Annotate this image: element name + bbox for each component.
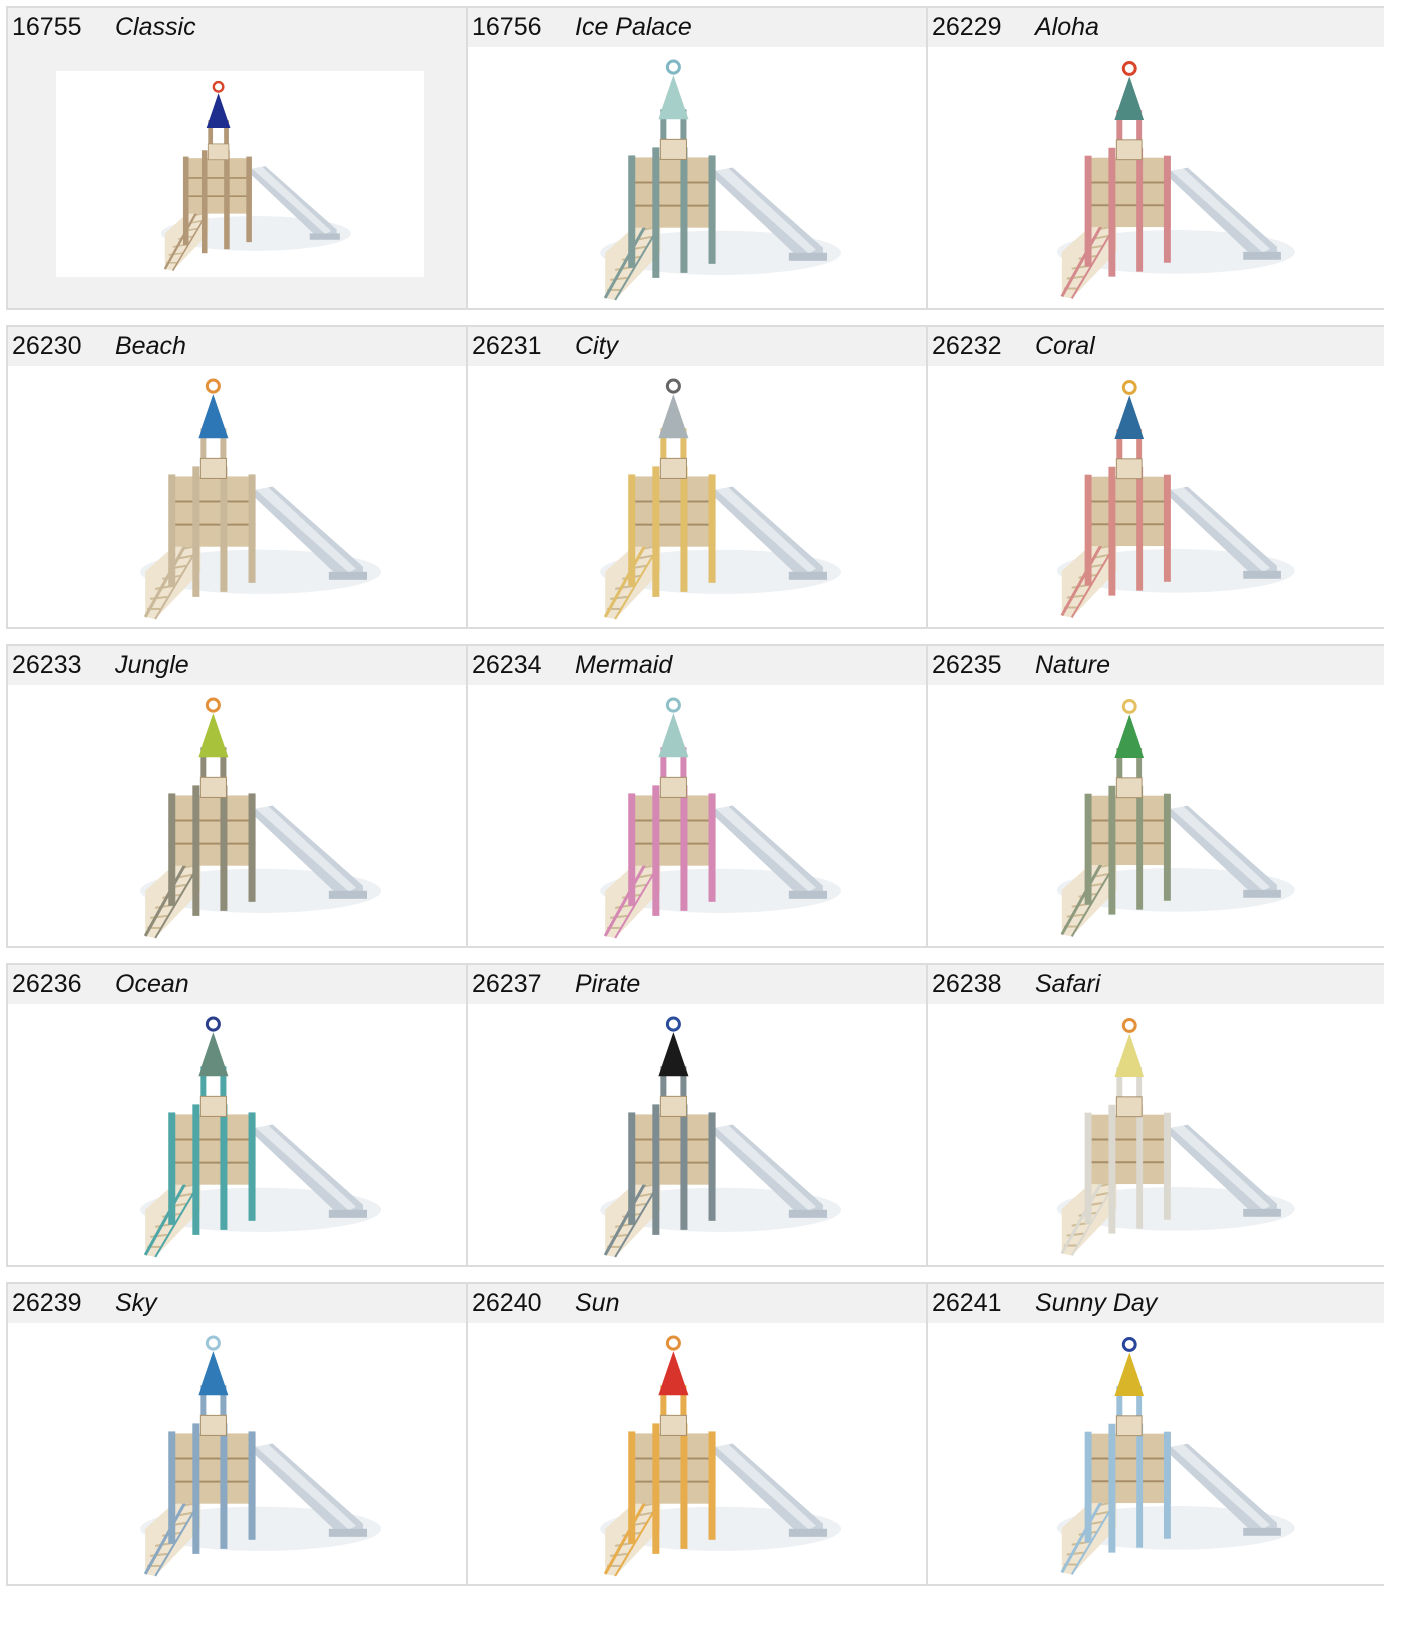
product-code: 26234: [472, 651, 542, 679]
product-header: 26235 Nature: [928, 646, 1384, 685]
product-card-26239[interactable]: 26239 Sky: [6, 1282, 475, 1586]
product-name: Ice Palace: [575, 13, 692, 41]
product-name: Ocean: [115, 970, 189, 998]
product-code: 26239: [12, 1289, 82, 1317]
product-image[interactable]: [928, 366, 1384, 627]
product-image[interactable]: [468, 1004, 933, 1265]
product-image[interactable]: [468, 47, 933, 308]
playground-tower-illustration: [600, 59, 842, 301]
product-name: Safari: [1035, 970, 1101, 998]
product-name: Coral: [1035, 332, 1095, 360]
product-image[interactable]: [928, 47, 1384, 308]
product-header: 26241 Sunny Day: [928, 1284, 1384, 1323]
product-code: 16756: [472, 13, 542, 41]
product-image[interactable]: [8, 1323, 473, 1584]
product-image[interactable]: [468, 685, 933, 946]
product-code: 26238: [932, 970, 1002, 998]
playground-tower-illustration: [600, 1016, 842, 1258]
product-card-26241[interactable]: 26241 Sunny Day: [926, 1282, 1384, 1586]
product-card-26238[interactable]: 26238 Safari: [926, 963, 1384, 1267]
product-image[interactable]: [8, 366, 473, 627]
product-image[interactable]: [928, 1323, 1384, 1584]
product-code: 26229: [932, 13, 1002, 41]
playground-tower-illustration: [1056, 1018, 1295, 1256]
product-header: 26240 Sun: [468, 1284, 933, 1323]
playground-tower-illustration: [140, 378, 382, 620]
product-name: Beach: [115, 332, 186, 360]
product-code: 16755: [12, 13, 82, 41]
product-header: 16755 Classic: [8, 8, 473, 47]
product-header: 26239 Sky: [8, 1284, 473, 1323]
playground-tower-illustration: [600, 378, 842, 620]
playground-tower-illustration: [1056, 699, 1295, 937]
playground-tower-illustration: [1056, 1337, 1295, 1575]
product-card-26231[interactable]: 26231 City: [466, 325, 935, 629]
product-name: Sky: [115, 1289, 157, 1317]
product-name: Classic: [115, 13, 196, 41]
product-code: 26233: [12, 651, 82, 679]
product-header: 26238 Safari: [928, 965, 1384, 1004]
playground-tower-illustration: [1056, 380, 1295, 618]
product-image[interactable]: [8, 47, 473, 308]
product-image[interactable]: [8, 685, 473, 946]
product-code: 26237: [472, 970, 542, 998]
product-name: Aloha: [1035, 13, 1099, 41]
playground-tower-illustration: [600, 1335, 842, 1577]
product-image[interactable]: [928, 685, 1384, 946]
product-card-26234[interactable]: 26234 Mermaid: [466, 644, 935, 948]
product-code: 26231: [472, 332, 542, 360]
product-card-26232[interactable]: 26232 Coral: [926, 325, 1384, 629]
product-header: 26231 City: [468, 327, 933, 366]
product-name: Jungle: [115, 651, 189, 679]
product-card-26233[interactable]: 26233 Jungle: [6, 644, 475, 948]
product-code: 26241: [932, 1289, 1002, 1317]
product-card-26230[interactable]: 26230 Beach: [6, 325, 475, 629]
product-card-16756[interactable]: 16756 Ice Palace: [466, 6, 935, 310]
product-grid: 16755 Classic 16756 Ice Palace: [6, 6, 1422, 1633]
product-header: 26229 Aloha: [928, 8, 1384, 47]
product-card-16755[interactable]: 16755 Classic: [6, 6, 475, 310]
product-header: 26236 Ocean: [8, 965, 473, 1004]
product-code: 26235: [932, 651, 1002, 679]
playground-tower-illustration: [140, 1016, 382, 1258]
playground-tower-illustration: [56, 71, 424, 277]
product-header: 16756 Ice Palace: [468, 8, 933, 47]
product-code: 26232: [932, 332, 1002, 360]
product-name: Nature: [1035, 651, 1111, 679]
product-header: 26234 Mermaid: [468, 646, 933, 685]
product-card-26240[interactable]: 26240 Sun: [466, 1282, 935, 1586]
product-name: Sun: [575, 1289, 620, 1317]
product-header: 26233 Jungle: [8, 646, 473, 685]
product-header: 26232 Coral: [928, 327, 1384, 366]
playground-tower-illustration: [140, 1335, 382, 1577]
product-image[interactable]: [928, 1004, 1384, 1265]
product-card-26237[interactable]: 26237 Pirate: [466, 963, 935, 1267]
product-name: Sunny Day: [1035, 1289, 1158, 1317]
product-header: 26230 Beach: [8, 327, 473, 366]
product-card-26235[interactable]: 26235 Nature: [926, 644, 1384, 948]
playground-tower-illustration: [140, 697, 382, 939]
product-card-26236[interactable]: 26236 Ocean: [6, 963, 475, 1267]
product-name: City: [575, 332, 619, 360]
product-header: 26237 Pirate: [468, 965, 933, 1004]
product-code: 26236: [12, 970, 82, 998]
product-image[interactable]: [468, 366, 933, 627]
product-image[interactable]: [8, 1004, 473, 1265]
product-card-26229[interactable]: 26229 Aloha: [926, 6, 1384, 310]
product-name: Pirate: [575, 970, 641, 998]
product-name: Mermaid: [575, 651, 673, 679]
product-image[interactable]: [468, 1323, 933, 1584]
product-code: 26240: [472, 1289, 542, 1317]
product-code: 26230: [12, 332, 82, 360]
playground-tower-illustration: [1056, 61, 1295, 299]
playground-tower-illustration: [600, 697, 842, 939]
